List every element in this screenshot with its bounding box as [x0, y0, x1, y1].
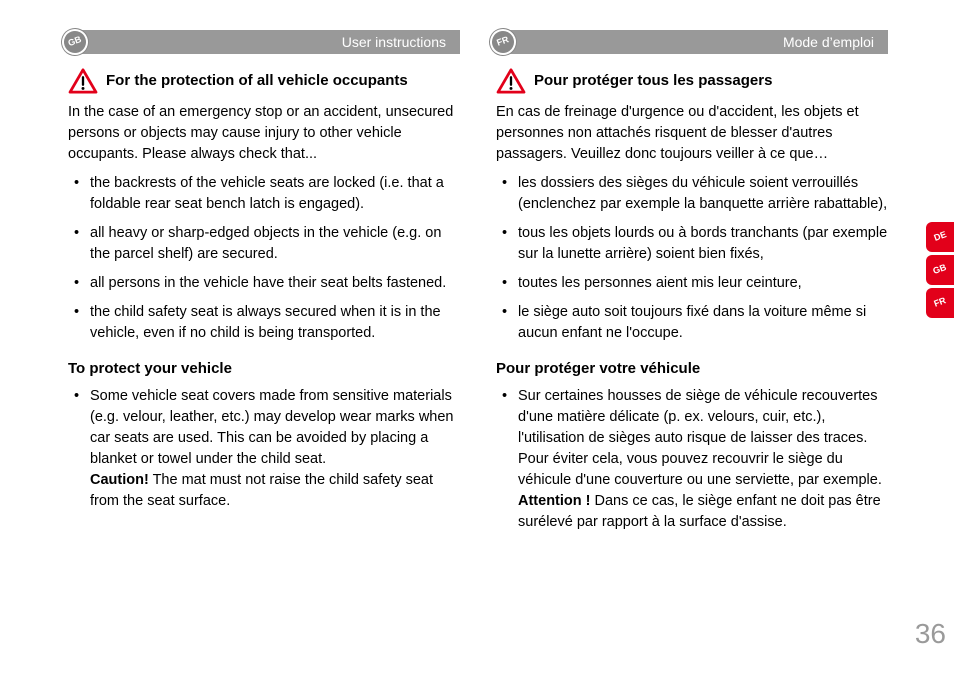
- list-item: le siège auto soit toujours fixé dans la…: [498, 302, 888, 344]
- tab-fr[interactable]: FR: [926, 288, 954, 318]
- vehicle-bullet-text: Some vehicle seat covers made from sensi…: [90, 388, 453, 467]
- page-number: 36: [915, 614, 946, 655]
- right-warning-header: Pour protéger tous les passagers: [496, 68, 888, 94]
- list-item: the child safety seat is always secured …: [70, 302, 460, 344]
- right-bullets-vehicle: Sur certaines housses de siège de véhicu…: [496, 386, 888, 533]
- right-header-bar: FR Mode d’emploi: [496, 30, 888, 54]
- list-item: all persons in the vehicle have their se…: [70, 273, 460, 294]
- left-subhead-vehicle: To protect your vehicle: [68, 358, 460, 380]
- left-column: GB User instructions For the protection …: [54, 0, 474, 677]
- right-warning-title: Pour protéger tous les passagers: [534, 70, 772, 92]
- vehicle-bullet-text: Sur certaines housses de siège de véhicu…: [518, 388, 882, 488]
- tab-label: GB: [931, 262, 948, 279]
- list-item: the backrests of the vehicle seats are l…: [70, 173, 460, 215]
- left-header-bar: GB User instructions: [68, 30, 460, 54]
- left-warning-header: For the protection of all vehicle occupa…: [68, 68, 460, 94]
- left-intro: In the case of an emergency stop or an a…: [68, 102, 460, 165]
- list-item: Sur certaines housses de siège de véhicu…: [498, 386, 888, 533]
- caution-label: Attention !: [518, 493, 590, 509]
- tab-gb[interactable]: GB: [926, 255, 954, 285]
- left-bullets-occupants: the backrests of the vehicle seats are l…: [68, 173, 460, 344]
- right-intro: En cas de freinage d'urgence ou d'accide…: [496, 102, 888, 165]
- left-warning-title: For the protection of all vehicle occupa…: [106, 70, 408, 92]
- list-item: Some vehicle seat covers made from sensi…: [70, 386, 460, 512]
- right-column: FR Mode d’emploi Pour protéger tous les …: [482, 0, 902, 677]
- left-header-title: User instructions: [68, 32, 446, 52]
- list-item: les dossiers des sièges du véhicule soie…: [498, 173, 888, 215]
- gb-badge-icon: GB: [58, 25, 91, 58]
- warning-triangle-icon: [68, 68, 98, 94]
- tab-de[interactable]: DE: [926, 222, 954, 252]
- tab-label: FR: [932, 295, 948, 311]
- list-item: tous les objets lourds ou à bords tranch…: [498, 223, 888, 265]
- warning-triangle-icon: [496, 68, 526, 94]
- fr-badge-icon: FR: [486, 25, 519, 58]
- tab-label: DE: [932, 229, 948, 246]
- right-bullets-occupants: les dossiers des sièges du véhicule soie…: [496, 173, 888, 344]
- page: GB User instructions For the protection …: [0, 0, 954, 677]
- list-item: all heavy or sharp-edged objects in the …: [70, 223, 460, 265]
- list-item: toutes les personnes aient mis leur cein…: [498, 273, 888, 294]
- language-tabs: DE GB FR: [926, 222, 954, 318]
- caution-label: Caution!: [90, 472, 149, 488]
- left-bullets-vehicle: Some vehicle seat covers made from sensi…: [68, 386, 460, 512]
- right-header-title: Mode d’emploi: [496, 32, 874, 52]
- right-subhead-vehicle: Pour protéger votre véhicule: [496, 358, 888, 380]
